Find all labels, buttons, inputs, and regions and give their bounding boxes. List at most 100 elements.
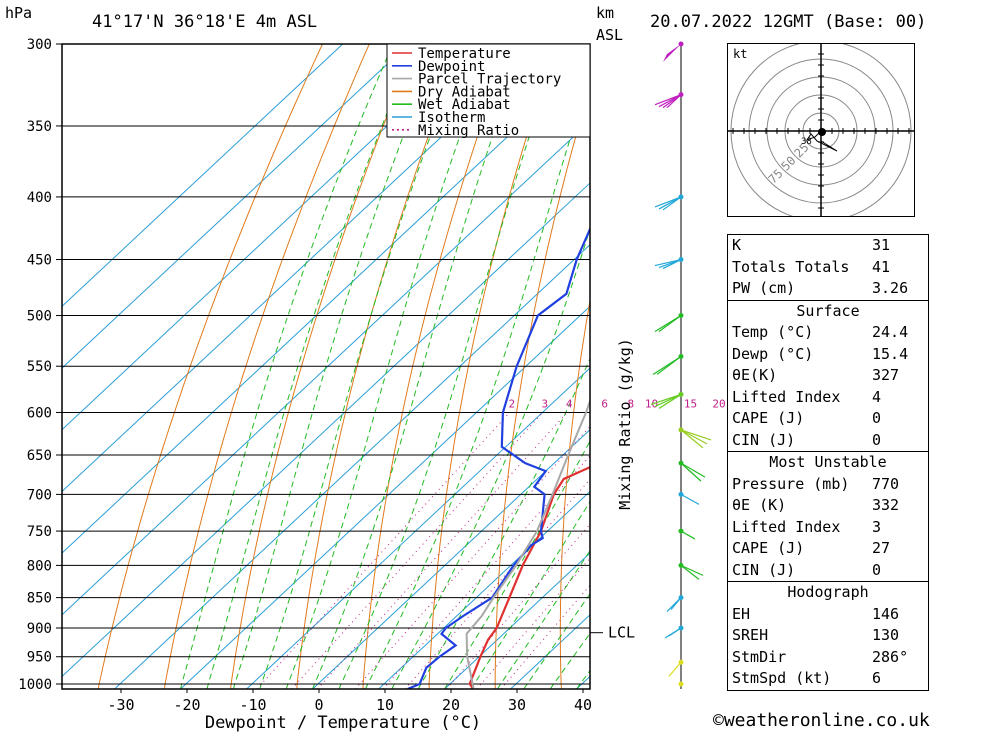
pressure-tick-label: 500 (27, 309, 52, 325)
wind-barb-pennant (663, 44, 681, 62)
parcel-trajectory-line (465, 398, 590, 689)
wind-barb (680, 530, 696, 540)
wind-barb (680, 429, 708, 445)
wind-barb (680, 429, 704, 449)
mixing-ratio-line (291, 412, 544, 689)
table-row-label: Pressure (mb) (732, 474, 850, 493)
table-row-value: 770 (872, 474, 900, 493)
hodograph-title: Hodograph (728, 581, 928, 604)
temp-tick-label: 10 (376, 696, 394, 714)
table-row-label: StmDir (732, 647, 787, 666)
table-row-label: SREH (732, 626, 769, 644)
pressure-unit: hPa (5, 4, 33, 22)
mixing-ratio-line (382, 455, 590, 689)
wind-barb (658, 393, 682, 409)
table-row-value: 3 (872, 517, 882, 536)
wet-adiabat-line (312, 44, 526, 689)
table-row: CAPE (J) 27 (728, 538, 928, 560)
mixing-ratio-label: 4 (566, 397, 573, 410)
table-row-value: 4 (872, 387, 882, 406)
table-row: Totals Totals 41 (728, 257, 928, 279)
wind-barb (680, 564, 704, 576)
table-row-value: 27 (872, 539, 891, 557)
wind-barb (668, 661, 682, 677)
table-row-label: CIN (J) (732, 430, 796, 449)
table-row: K 31 (728, 235, 928, 257)
wind-level-dot (678, 681, 684, 687)
wet-adiabat-line (364, 73, 590, 689)
mixing-ratio-axis-label: Mixing Ratio (g/kg) (616, 338, 634, 510)
dry-adiabat-line (494, 85, 590, 689)
table-row: StmSpd (kt) 6 (728, 668, 928, 690)
wind-barb (654, 196, 682, 208)
most-unstable-title: Most Unstable (728, 451, 928, 474)
x-axis-label: Dewpoint / Temperature (°C) (205, 713, 481, 733)
table-row-label: StmSpd (kt) (732, 669, 832, 687)
pressure-tick-label: 450 (27, 253, 52, 269)
pressure-tick-label: 800 (27, 558, 52, 574)
pressure-tick-label: 350 (27, 119, 52, 135)
dry-adiabat-line (428, 44, 557, 689)
hodograph-storm-motion (818, 128, 826, 136)
table-row-value: 0 (872, 409, 882, 427)
dry-adiabat-line (624, 44, 697, 689)
table-row-value: 24.4 (872, 323, 909, 341)
temp-tick-label: 0 (314, 696, 323, 714)
legend-label: Wet Adiabat (418, 97, 511, 113)
table-row-label: K (732, 236, 742, 254)
wind-barb (654, 393, 682, 407)
wind-barb (668, 627, 682, 637)
table-row-value: 146 (872, 604, 900, 623)
table-row: Temp (°C) 24.4 (728, 322, 928, 344)
table-row-value: 130 (872, 626, 900, 644)
wet-adiabat-line (523, 593, 590, 689)
wind-barb (658, 315, 682, 333)
pressure-tick-label: 900 (27, 621, 52, 637)
table-row: θE(K) 327 (728, 365, 928, 387)
pressure-tick-label: 600 (27, 405, 52, 421)
table-row: Lifted Index 3 (728, 517, 928, 539)
legend-box (386, 43, 591, 138)
table-row-value: 3.26 (872, 279, 909, 297)
table-row: CIN (J) 0 (728, 430, 928, 452)
table-row-label: CIN (J) (732, 560, 796, 579)
table-row: SREH 130 (728, 625, 928, 647)
wind-barb (680, 564, 700, 580)
temp-tick-label: 40 (574, 696, 592, 714)
wind-barb (656, 355, 682, 375)
table-row-label: EH (732, 604, 751, 623)
table-row-label: Dewp (°C) (732, 344, 814, 363)
wet-adiabat-line (391, 227, 590, 689)
pressure-tick-label: 700 (27, 487, 52, 503)
wind-barb (662, 196, 682, 211)
temp-tick-label: -30 (107, 696, 134, 714)
table-row-label: θE(K) (732, 366, 778, 384)
legend-label: Dry Adiabat (418, 84, 511, 100)
wind-barb (680, 462, 702, 482)
mixing-ratio-label: 20 (712, 397, 725, 410)
table-row: CIN (J) 0 (728, 560, 928, 582)
table-row-value: 0 (872, 430, 882, 449)
table-row-value: 31 (872, 236, 891, 254)
pressure-tick-label: 650 (27, 448, 52, 464)
mixing-ratio-line (256, 412, 511, 689)
lcl-label: LCL (608, 624, 635, 642)
mixing-ratio-line (317, 412, 568, 689)
table-row-label: θE (K) (732, 496, 787, 514)
isotherm-line (312, 429, 590, 689)
legend-label: Isotherm (418, 110, 485, 126)
isotherm-line (444, 552, 590, 689)
pressure-tick-label: 400 (27, 190, 52, 206)
temp-tick-label: 30 (508, 696, 526, 714)
table-row: Pressure (mb) 770 (728, 474, 928, 496)
wind-barb (654, 94, 682, 106)
table-row-label: Lifted Index (732, 387, 841, 406)
table-row-value: 327 (872, 366, 900, 384)
table-row-value: 15.4 (872, 344, 909, 363)
wind-barb (680, 462, 706, 478)
table-row-value: 0 (872, 560, 882, 579)
pressure-tick-label: 750 (27, 524, 52, 540)
isotherm-line (378, 490, 590, 689)
